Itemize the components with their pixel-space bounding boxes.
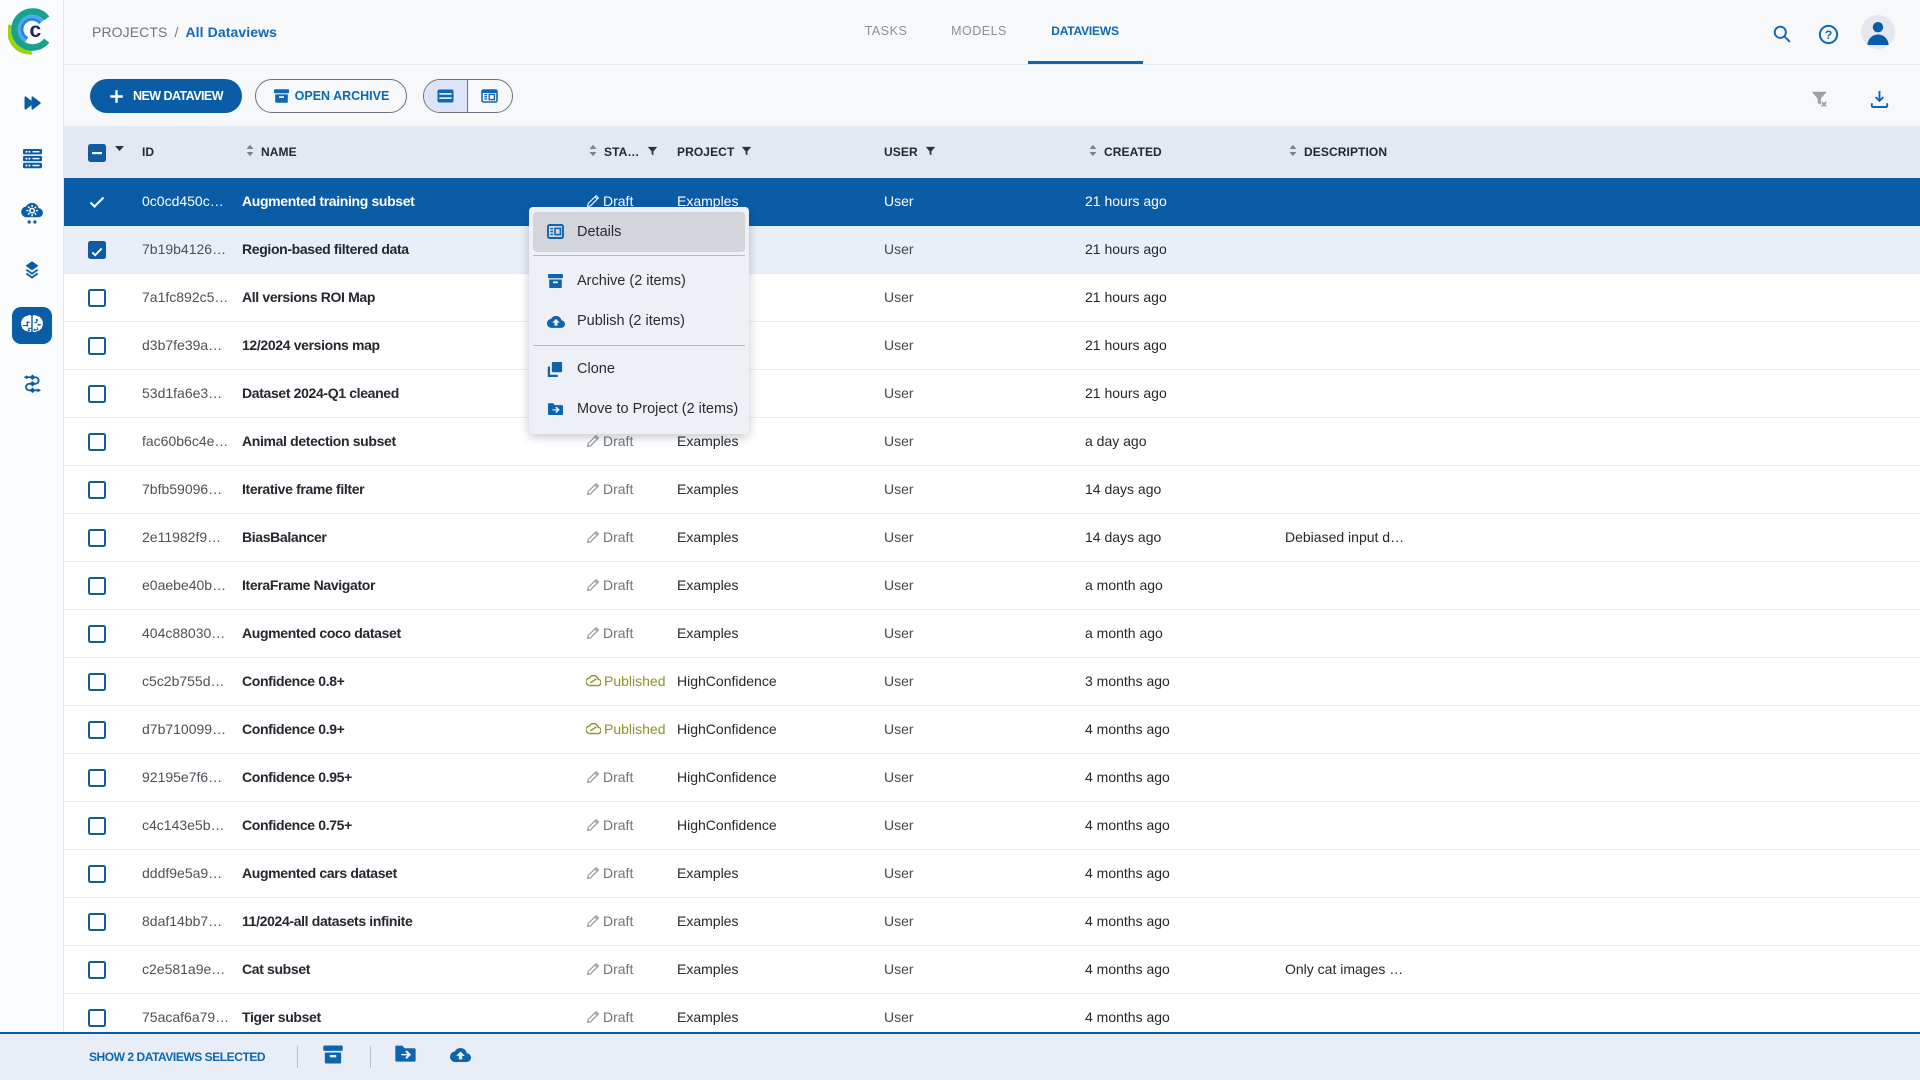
svg-text:c: c <box>30 19 42 42</box>
svg-text:?: ? <box>1825 28 1832 42</box>
